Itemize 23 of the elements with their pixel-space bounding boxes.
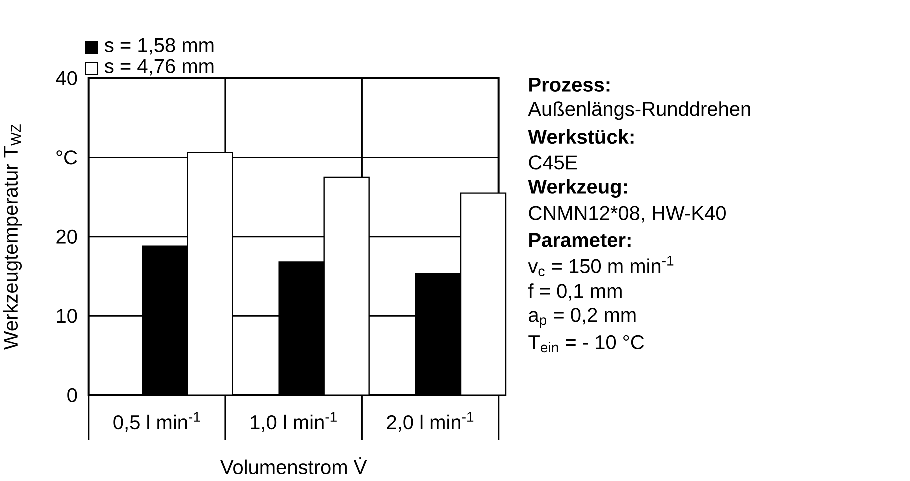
- text: Werkzeug:: [528, 179, 628, 198]
- x-tick-label: 0,5 l min$^{-1}$: [114, 412, 200, 432]
- text: Werkstück:: [528, 129, 634, 144]
- y-tick-label: 10: [57, 309, 78, 324]
- text: Parameter:: [530, 233, 631, 248]
- text: Prozess:: [530, 78, 610, 92]
- y-axis-title: Werkzeugtemperatur T$_{WZ}$: [3, 124, 22, 350]
- y-tick-label: 20: [56, 230, 78, 244]
- y-tick-label: 40: [56, 71, 78, 86]
- legend-label: s = 4,76 mm: [104, 59, 214, 76]
- text: v$_{c}$ = 150 m min$^{-1}$: [528, 256, 674, 276]
- x-tick-label: 2,0 l min$^{-1}$: [387, 412, 474, 432]
- text: a$_{p}$ = 0,2 mm: [529, 308, 636, 328]
- text: T$_{ein}$ = - 10 °C: [528, 335, 644, 353]
- text: CNMN12*08, HW-K40: [529, 206, 726, 223]
- x-axis-title: Volumenstrom V̇: [220, 458, 368, 474]
- x-tick-label: 1,0 l min$^{-1}$: [251, 412, 337, 432]
- legend-label: s = 1,58 mm: [104, 38, 214, 55]
- text: C45E: [529, 156, 578, 170]
- text: f = 0,1 mm: [528, 284, 622, 301]
- y-tick-label: 0: [68, 388, 78, 402]
- y-tick-label: °C: [56, 150, 78, 165]
- text: Außenlängs-Runddrehen: [528, 102, 750, 120]
